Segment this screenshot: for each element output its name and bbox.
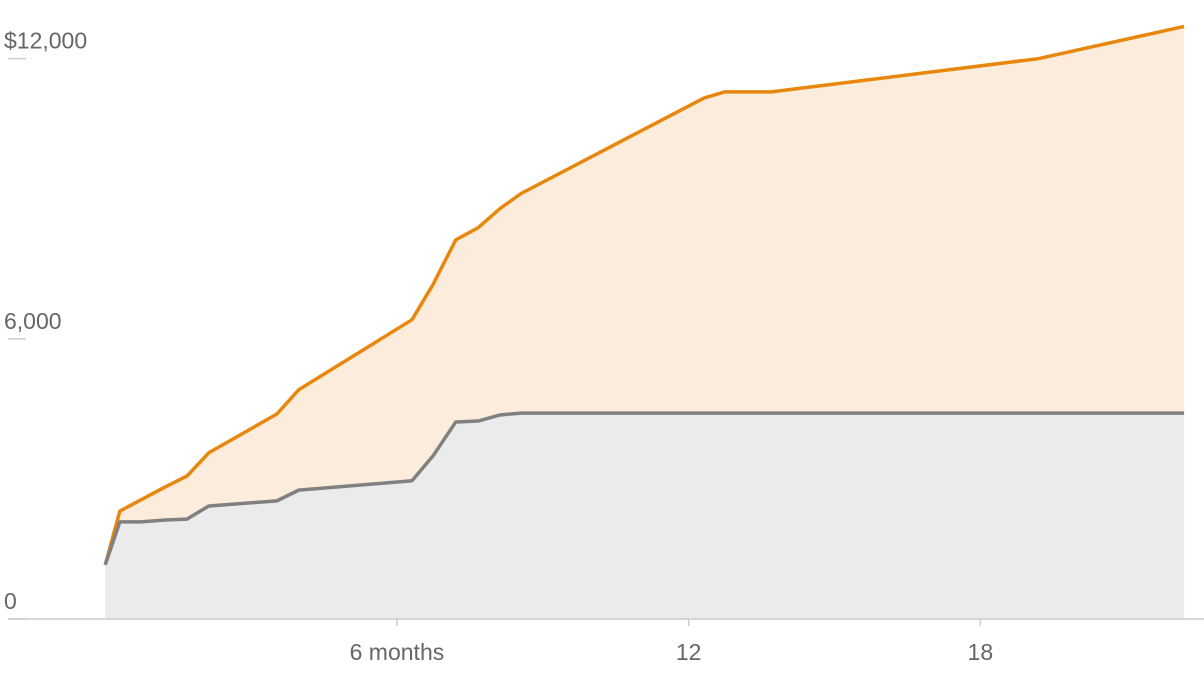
line — [103, 411, 1185, 566]
y-tick-label: 0 — [4, 588, 17, 614]
y-tick-label: $12,000 — [4, 28, 87, 54]
area — [105, 413, 1185, 619]
x-tick-label: 12 — [676, 639, 702, 665]
x-tick-label: 6 months — [350, 639, 445, 665]
line — [103, 24, 1185, 566]
x-tick-label: 18 — [968, 639, 994, 665]
y-tick-label: 6,000 — [4, 308, 62, 334]
